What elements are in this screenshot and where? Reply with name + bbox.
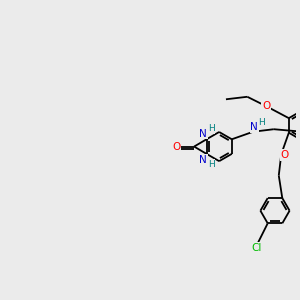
Text: H: H	[208, 160, 214, 169]
Text: O: O	[280, 150, 289, 160]
Text: H: H	[208, 124, 214, 134]
Text: N: N	[199, 154, 207, 165]
Text: N: N	[250, 122, 258, 132]
Text: O: O	[262, 101, 270, 111]
Text: H: H	[258, 118, 265, 127]
Text: O: O	[172, 142, 181, 152]
Text: N: N	[199, 129, 207, 139]
Text: Cl: Cl	[251, 243, 262, 253]
